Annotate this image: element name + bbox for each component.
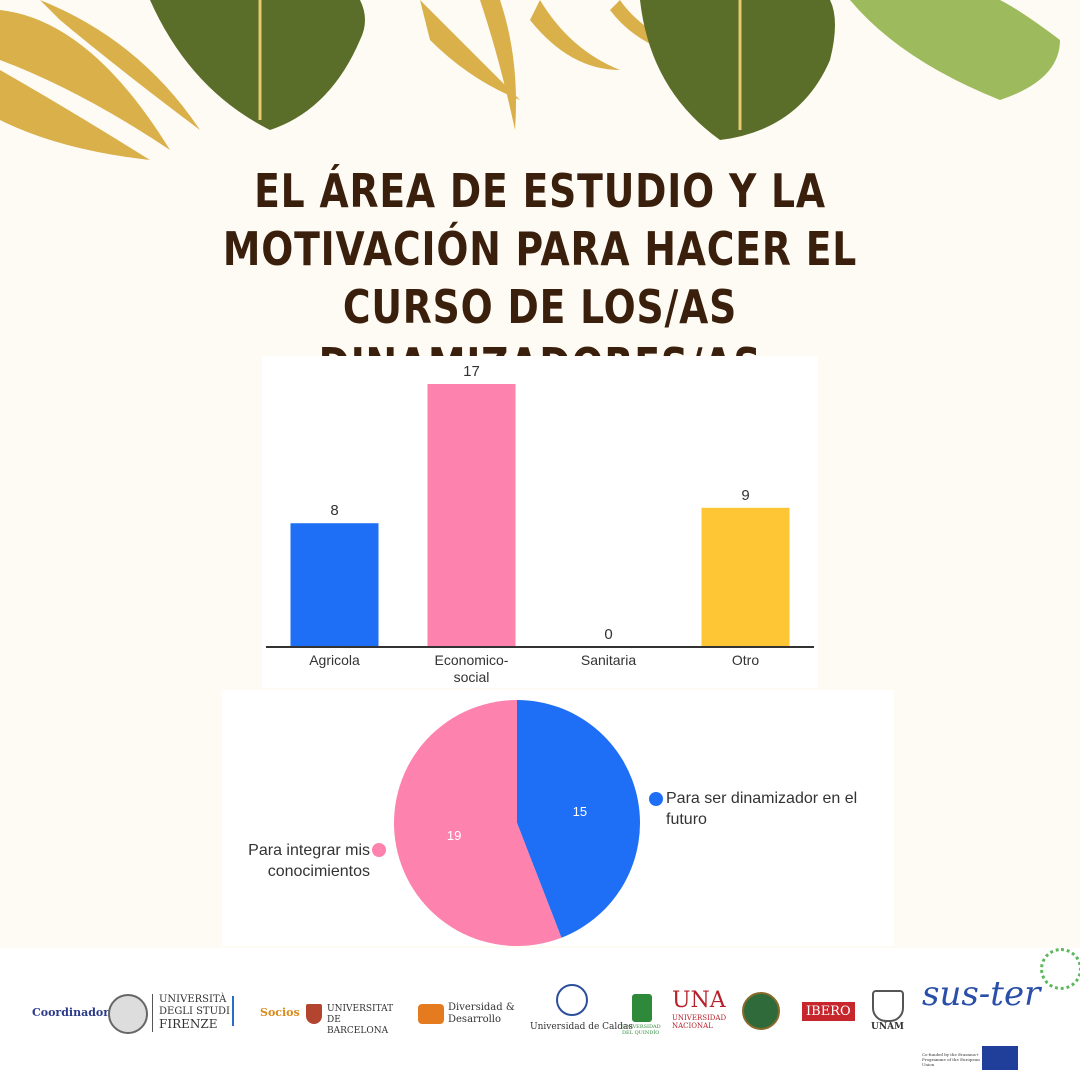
legend-dot-future bbox=[649, 792, 663, 806]
firenze-line: FIRENZE bbox=[159, 1017, 218, 1031]
pie-slice-0 bbox=[517, 700, 640, 938]
category-label: social bbox=[454, 669, 490, 685]
unam-shield-icon bbox=[872, 990, 904, 1022]
suster-burst-icon bbox=[1040, 948, 1080, 990]
category-label: Otro bbox=[732, 652, 759, 668]
category-label: Economico- bbox=[435, 652, 509, 668]
pie-value-label: 15 bbox=[573, 804, 587, 819]
quindio-logo: UNIVERSIDAD DEL QUINDÍO bbox=[622, 1024, 661, 1036]
unam-logo: UNAM bbox=[871, 1022, 905, 1032]
pie-value-label: 19 bbox=[447, 828, 461, 843]
pie-slice-1 bbox=[393, 700, 562, 946]
una-subtitle: UNIVERSIDAD NACIONAL bbox=[672, 1014, 727, 1030]
partners-label: Socios bbox=[260, 1006, 300, 1019]
firenze-logo: UNIVERSITÀ DEGLI STUDI FIRENZE bbox=[152, 994, 230, 1032]
diversidad-logo: Diversidad & Desarrollo bbox=[448, 1002, 515, 1025]
leaf-decoration bbox=[0, 0, 1060, 160]
quindio-icon bbox=[632, 994, 652, 1022]
caldas-seal-icon bbox=[556, 984, 588, 1016]
firenze-line: UNIVERSITÀ bbox=[159, 994, 227, 1005]
legend-line: futuro bbox=[666, 811, 707, 828]
legend-line: Para integrar mis bbox=[248, 842, 370, 859]
firenze-line: DEGLI STUDI bbox=[159, 1006, 230, 1017]
bar-chart-svg: 8 Agricola 17 Economico-social 0 Sanitaria 9 Ot… bbox=[266, 363, 814, 685]
bar-chart: 8 Agricola 17 Economico-social 0 Sanitaria 9 Ot… bbox=[262, 356, 818, 688]
seal-icon bbox=[742, 992, 780, 1030]
bar-value-label: 17 bbox=[463, 363, 480, 380]
bar-value-label: 0 bbox=[604, 626, 612, 643]
una-logo: UNA bbox=[672, 988, 726, 1013]
bar-value-label: 9 bbox=[741, 487, 749, 504]
category-label: Agricola bbox=[309, 652, 360, 668]
legend-dot-integrate bbox=[372, 843, 386, 857]
diversidad-icon bbox=[418, 1004, 444, 1024]
legend-label-future: Para ser dinamizador en el futuro bbox=[666, 788, 891, 830]
barcelona-logo: UNIVERSITAT DE BARCELONA bbox=[327, 1004, 394, 1036]
eu-flag-icon bbox=[982, 1046, 1018, 1070]
bar-agricola bbox=[290, 523, 379, 647]
firenze-seal-icon bbox=[108, 994, 148, 1034]
coordinator-label: Coordinador bbox=[32, 1006, 110, 1019]
logo-divider bbox=[232, 996, 234, 1026]
caldas-logo: Universidad de Caldas bbox=[530, 1022, 634, 1032]
pie-chart: 15 19 Para ser dinamizador en el futuro P… bbox=[222, 690, 894, 946]
ibero-logo: IBERO bbox=[802, 1002, 855, 1021]
bar-economico-social bbox=[427, 384, 516, 647]
legend-line: conocimientos bbox=[267, 863, 370, 880]
legend-line: Para ser dinamizador en el bbox=[666, 790, 858, 807]
category-label: Sanitaria bbox=[581, 652, 636, 668]
legend-label-integrate: Para integrar mis conocimientos bbox=[230, 840, 370, 882]
erasmus-label: Co-funded by the Erasmus+ Programme of t… bbox=[922, 1052, 980, 1067]
suster-logo: sus-ter bbox=[922, 974, 1041, 1014]
bar-value-label: 8 bbox=[330, 502, 338, 519]
footer-logos: Coordinador UNIVERSITÀ DEGLI STUDI FIREN… bbox=[0, 948, 1080, 1080]
barcelona-shield-icon bbox=[306, 1004, 322, 1024]
bar-otro bbox=[701, 507, 790, 647]
